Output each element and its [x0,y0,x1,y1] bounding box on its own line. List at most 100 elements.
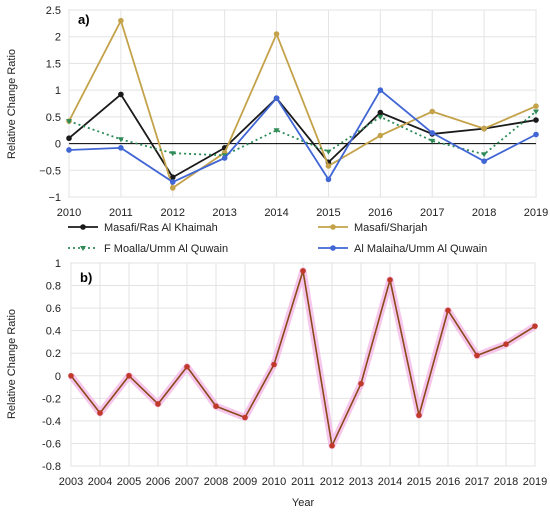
x-tick-label: 2010 [57,207,81,219]
data-point [429,108,436,115]
panel-b: -0.8-0.6-0.4-0.200.20.40.60.81 2003 2004 2… [6,258,547,509]
x-tick-label: 2012 [161,207,185,219]
panel-b-x-tick-labels: 2003 2004 2005 2006 2007 2008 2009 2010 2011 2012… [59,476,547,488]
y-tick-label: -0.8 [42,461,61,473]
legend-entry: Al Malaiha/Umm Al Quwain [354,243,487,255]
y-tick-label: 0 [55,371,61,383]
data-point [445,307,451,314]
data-point [169,151,176,157]
legend-entry: Masafi/Sharjah [354,222,427,234]
panel-b-y-tick-labels: -0.8 -0.6 -0.4 -0.2 0 0.2 0.4 0.6 0.8 1 [42,258,61,473]
data-point [325,176,332,183]
y-tick-label: -0.2 [42,393,61,405]
x-tick-label: 2006 [146,476,170,488]
x-tick-label: 2005 [117,476,141,488]
data-point [213,403,219,410]
data-point [169,179,176,185]
panel-a: −1−0.500.511.522.5 2010 2011 2012 2013 2014 2… [6,5,548,219]
data-point [329,442,335,449]
series-line-1 [68,93,537,179]
data-point [474,352,480,359]
y-tick-label: 1.5 [46,58,61,70]
data-point [429,138,436,144]
panel-b-label: b) [80,270,92,285]
data-point [68,372,74,379]
data-point [358,380,364,387]
data-point [533,109,539,115]
data-point [169,174,176,181]
data-point [117,137,124,143]
y-tick-label: 2.5 [46,5,61,17]
data-point [271,361,277,368]
data-point [169,185,176,191]
data-point [481,152,488,158]
data-point [377,132,384,139]
y-tick-label: 0.8 [46,281,61,293]
x-tick-label: 2009 [233,476,257,488]
y-tick-label: −1 [48,192,61,204]
x-tick-label: 2018 [472,207,496,219]
x-tick-label: 2019 [524,207,548,219]
legend-marker [80,246,86,251]
data-point [118,17,124,24]
x-tick-label: 2007 [175,476,199,488]
data-point [481,158,487,165]
x-tick-label: 2014 [378,476,402,488]
panel-b-x-axis-label: Year [292,497,315,509]
data-point [184,363,190,370]
y-tick-label: -0.4 [42,416,61,428]
x-tick-label: 2004 [88,476,112,488]
x-tick-label: 2010 [262,476,286,488]
panel-a-label: a) [78,12,90,27]
x-tick-label: 2017 [465,476,489,488]
legend-entry: Masafi/Ras Al Khaimah [104,222,218,234]
data-point [273,31,280,37]
y-tick-label: 1 [55,85,61,97]
data-point [118,145,124,151]
data-point [377,114,384,120]
y-tick-label: 2 [55,32,61,44]
legend-marker [80,224,86,230]
data-point [97,410,103,416]
data-point [429,130,436,136]
panel-a-frame [68,9,537,198]
data-point [533,131,539,138]
data-point [118,91,124,98]
x-tick-label: 2017 [420,207,444,219]
data-point [66,147,72,153]
data-point [325,149,332,155]
y-tick-label: 0.5 [46,112,61,124]
x-tick-label: 2016 [436,476,460,488]
data-point [377,87,384,93]
x-tick-label: 2011 [109,207,133,219]
panel-a-x-tick-labels: 2010 2011 2012 2013 2014 2015 2016 2017 2018 2019 [57,207,548,219]
x-tick-label: 2014 [264,207,288,219]
data-point [273,95,280,101]
legend-marker [330,245,336,251]
y-tick-label: 1 [55,258,61,270]
series-line-2 [68,19,537,189]
data-point [325,163,332,169]
y-tick-label: 0.4 [46,326,61,338]
panel-a-y-tick-labels: −1 −0.5 0 0.5 1 1.5 2 2.5 [39,5,61,204]
panel-a-legend: Masafi/Ras Al Khaimah Masafi/Sharjah F Moa… [68,222,487,255]
data-point [273,128,280,134]
panel-a-y-axis-label: Relative Change Ratio [6,49,18,159]
x-tick-label: 2011 [291,476,315,488]
data-point [300,268,306,274]
data-point [416,412,422,419]
data-point [533,117,539,123]
data-point [66,119,72,125]
data-point [126,372,132,379]
data-point [481,125,487,132]
legend-entry: F Moalla/Umm Al Quwain [104,243,228,255]
data-point [221,155,228,161]
x-tick-label: 2019 [523,476,547,488]
data-point [66,135,72,142]
x-tick-label: 2003 [59,476,83,488]
y-tick-label: −0.5 [39,165,61,177]
x-tick-label: 2015 [407,476,431,488]
x-tick-label: 2013 [349,476,373,488]
data-point [387,277,393,283]
